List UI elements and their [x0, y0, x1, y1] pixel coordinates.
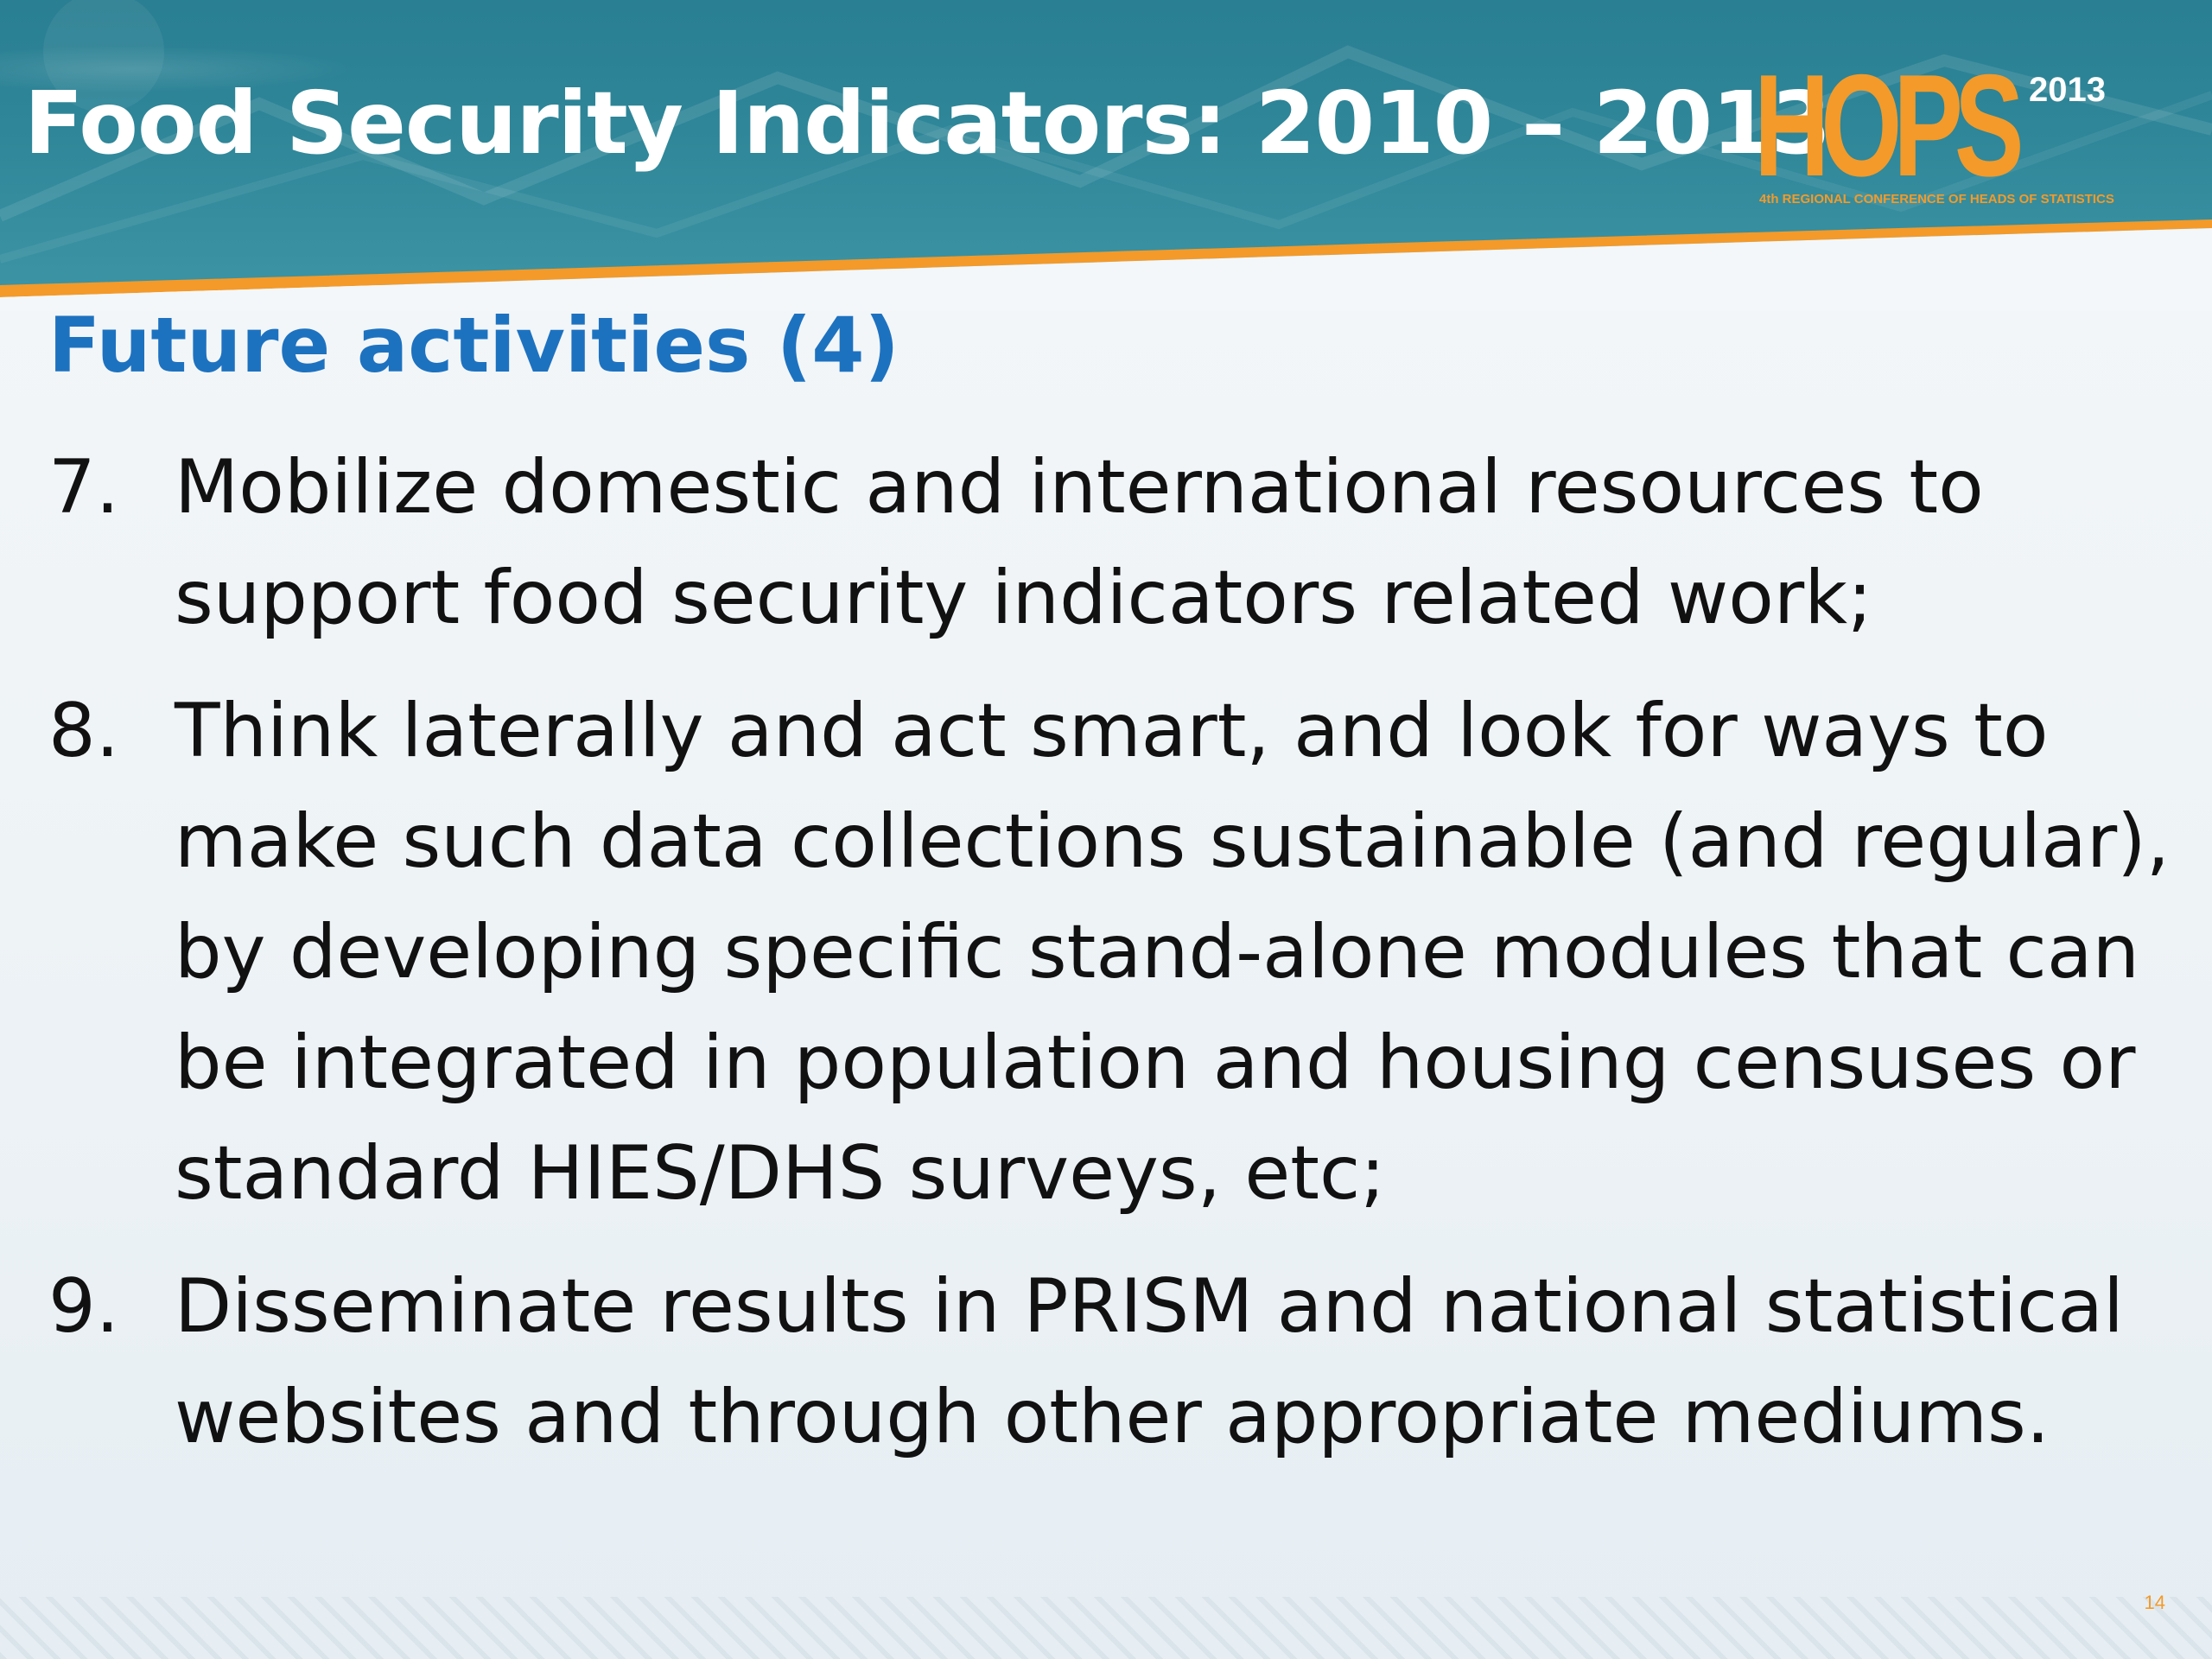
footer-pattern — [0, 1597, 2212, 1659]
logo-year: 2013 — [2029, 71, 2106, 109]
logo-subtitle: 4th REGIONAL CONFERENCE OF HEADS OF STAT… — [1759, 192, 2114, 207]
list-item: 7. Mobilize domestic and international r… — [48, 432, 2174, 653]
section-subtitle: Future activities (4) — [48, 301, 899, 390]
slide-title: Food Security Indicators: 2010 – 2013 — [24, 73, 1831, 174]
list-item-text: Think laterally and act smart, and look … — [175, 688, 2171, 1217]
header-band: Food Security Indicators: 2010 – 2013 HO… — [0, 0, 2212, 285]
list-item-number: 9. — [48, 1263, 120, 1350]
conference-logo: HOPS 2013 4th REGIONAL CONFERENCE OF HEA… — [1754, 44, 2114, 216]
activity-list: 7. Mobilize domestic and international r… — [48, 432, 2174, 1472]
header-decoration — [0, 0, 2212, 264]
list-item: 8. Think laterally and act smart, and lo… — [48, 676, 2174, 1229]
list-item-number: 7. — [48, 444, 120, 531]
list-item-text: Disseminate results in PRISM and nationa… — [175, 1263, 2124, 1460]
logo-wordmark: HOPS — [1754, 44, 2024, 207]
page-number: 14 — [2144, 1592, 2165, 1613]
list-item: 9. Disseminate results in PRISM and nati… — [48, 1251, 2174, 1472]
orange-divider — [0, 219, 2212, 311]
list-item-text: Mobilize domestic and international reso… — [175, 444, 1984, 641]
list-item-number: 8. — [48, 688, 120, 774]
